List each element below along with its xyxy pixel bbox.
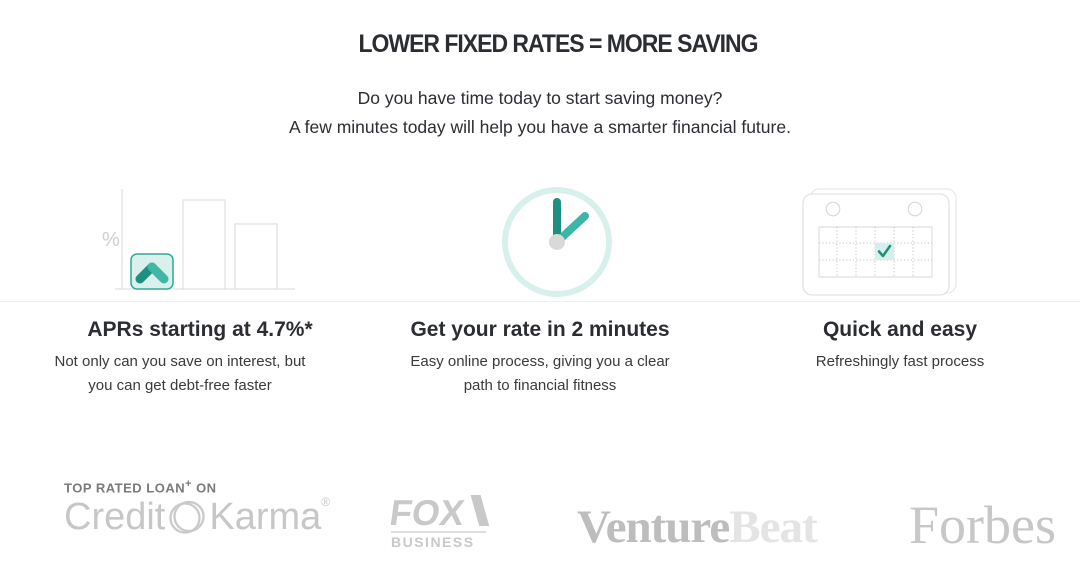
svg-text:BUSINESS: BUSINESS — [391, 534, 475, 550]
svg-text:FOX: FOX — [390, 492, 467, 533]
svg-text:%: % — [102, 229, 120, 251]
